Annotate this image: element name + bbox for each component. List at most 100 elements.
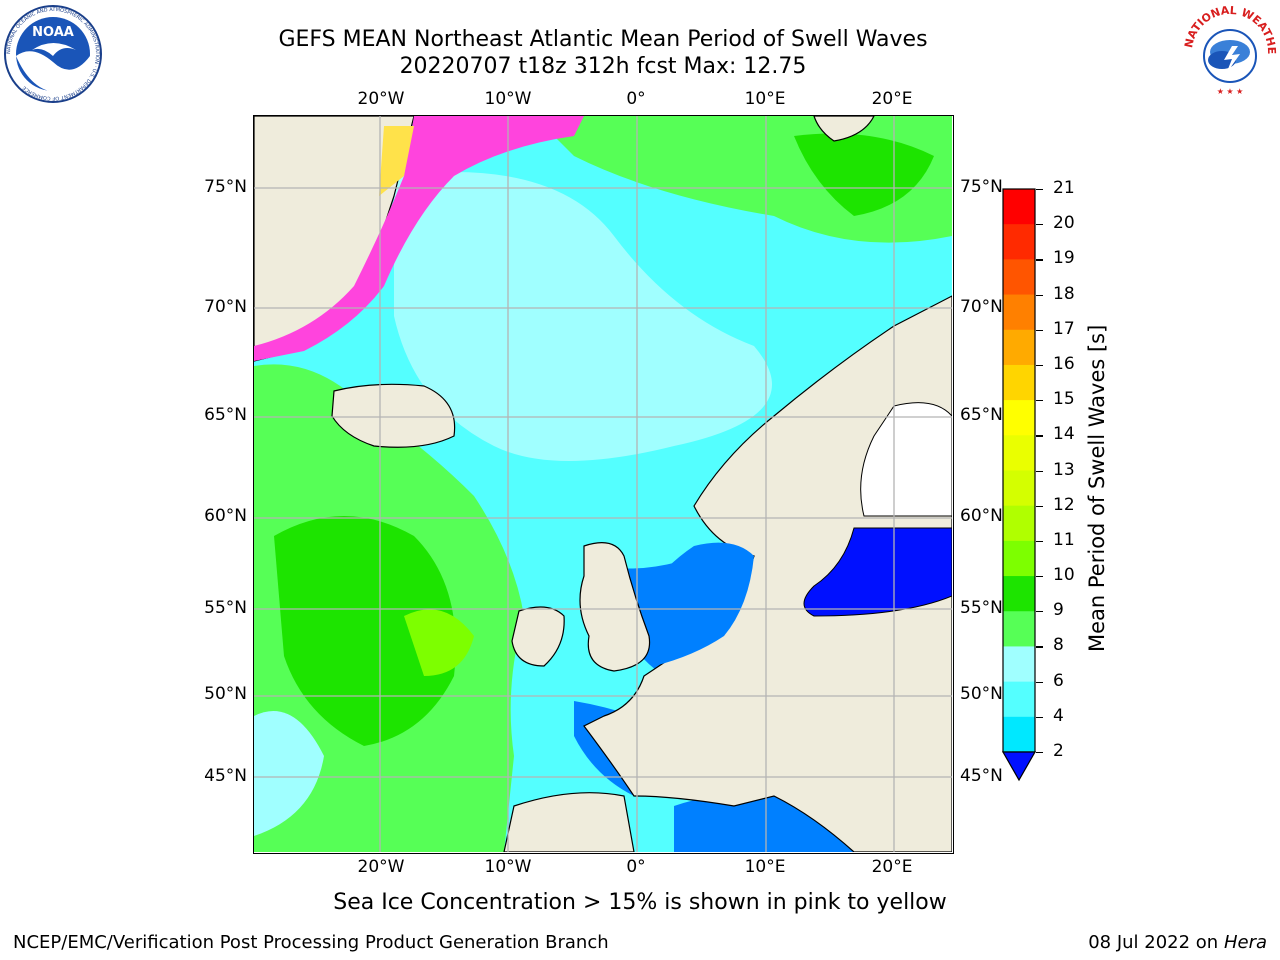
colorbar-tick-mark	[1036, 435, 1043, 437]
colorbar-tick-label: 17	[1053, 318, 1075, 339]
land-iceland	[331, 383, 456, 448]
colorbar-tick-mark	[1036, 470, 1043, 472]
lat-label-right-60n: 60°N	[960, 506, 1003, 526]
colorbar-tick-label: 4	[1053, 705, 1064, 726]
run-date-text: 08 Jul 2022 on	[1088, 932, 1219, 953]
colorbar-segment	[1003, 716, 1035, 753]
colorbar-segment	[1003, 259, 1035, 296]
colorbar-tick-label: 15	[1053, 389, 1075, 410]
colorbar-tick-mark	[1036, 364, 1043, 367]
colorbar-label: Mean Period of Swell Waves [s]	[1085, 324, 1109, 652]
lon-label-top-20w: 20°W	[357, 89, 405, 109]
land-svalbard	[813, 116, 875, 142]
land-ireland	[511, 606, 565, 667]
colorbar-tick-label: 2	[1053, 741, 1064, 761]
colorbar-tick-label: 11	[1053, 529, 1075, 550]
lat-label-left-50n: 50°N	[204, 684, 247, 704]
credit-text: NCEP/EMC/Verification Post Processing Pr…	[13, 932, 609, 953]
svg-text:NOAA: NOAA	[32, 25, 74, 40]
colorbar-extend-triangle	[1001, 751, 1037, 782]
colorbar-tick-mark	[1036, 329, 1043, 331]
colorbar-segment	[1003, 435, 1035, 471]
colorbar-tick-mark	[1036, 681, 1043, 683]
colorbar-tick-mark	[1036, 505, 1043, 507]
lat-label-left-75n: 75°N	[204, 177, 247, 197]
colorbar-segment	[1003, 364, 1035, 401]
lat-label-left-65n: 65°N	[204, 405, 247, 425]
colorbar-segment	[1003, 329, 1035, 366]
colorbar-segment	[1003, 294, 1035, 331]
lon-label-top-10w: 10°W	[484, 89, 532, 109]
svg-text:★ ★ ★: ★ ★ ★	[1217, 87, 1244, 96]
swell-zone-10-11s-west	[274, 516, 456, 746]
map-title: GEFS MEAN Northeast Atlantic Mean Period…	[278, 27, 928, 52]
colorbar-segment	[1003, 400, 1035, 436]
colorbar-tick-label: 8	[1053, 635, 1064, 656]
lon-label-bottom-20e: 20°E	[871, 857, 913, 877]
colorbar-tick-label: 12	[1053, 494, 1075, 515]
colorbar-segment	[1003, 505, 1035, 542]
colorbar	[1001, 188, 1037, 782]
sea-ice-greenland	[254, 116, 584, 361]
north-sea	[642, 542, 754, 666]
lon-label-top-0: 0°	[626, 89, 646, 109]
swell-zone-8-9s	[394, 172, 772, 461]
colorbar-segment	[1003, 681, 1035, 718]
colorbar-tick-mark	[1036, 576, 1043, 578]
lat-label-right-55n: 55°N	[960, 598, 1003, 618]
colorbar-segment	[1003, 646, 1035, 683]
colorbar-tick-label: 21	[1053, 178, 1075, 198]
colorbar-tick-mark	[1036, 611, 1043, 613]
lat-label-right-65n: 65°N	[960, 405, 1003, 425]
lat-label-right-45n: 45°N	[960, 766, 1003, 786]
swell-period-map	[254, 116, 952, 852]
lat-label-right-75n: 75°N	[960, 177, 1003, 197]
lon-label-bottom-10e: 10°E	[744, 857, 786, 877]
colorbar-tick-mark	[1036, 752, 1043, 754]
land-iberia	[503, 792, 635, 852]
swell-zone-8-9s-sw	[254, 711, 324, 836]
lon-label-bottom-0: 0°	[626, 857, 646, 877]
machine-name: Hera	[1223, 932, 1267, 953]
noaa-logo: NOAA NATIONAL OCEANIC AND ATMOSPHERIC AD…	[4, 5, 102, 103]
nws-logo: NATIONAL WEATHER SERVICE ★ ★ ★	[1180, 2, 1278, 100]
colorbar-tick-label: 18	[1053, 283, 1075, 304]
lon-label-bottom-20w: 20°W	[357, 857, 405, 877]
colorbar-tick-mark	[1036, 716, 1043, 718]
sea-ice-yellow	[379, 126, 414, 196]
colorbar-tick-label: 14	[1053, 424, 1075, 445]
map-panel	[253, 115, 954, 854]
lon-label-bottom-10w: 10°W	[484, 857, 532, 877]
graticule	[254, 116, 952, 852]
colorbar-segment	[1003, 224, 1035, 260]
sea-ice-note: Sea Ice Concentration > 15% is shown in …	[333, 890, 947, 915]
colorbar-tick-mark	[1036, 189, 1043, 191]
lat-label-right-70n: 70°N	[960, 297, 1003, 317]
colorbar-tick-label: 20	[1053, 213, 1075, 234]
colorbar-tick-mark	[1036, 294, 1043, 296]
colorbar-tick-label: 9	[1053, 600, 1064, 621]
colorbar-tick-label: 6	[1053, 670, 1064, 691]
colorbar-tick-mark	[1036, 224, 1043, 226]
colorbar-segment	[1003, 540, 1035, 577]
colorbar-tick-mark	[1036, 646, 1043, 648]
gulf-of-bothnia	[860, 402, 952, 517]
colorbar-segment	[1003, 189, 1035, 225]
colorbar-tick-mark	[1036, 259, 1043, 261]
lat-label-left-55n: 55°N	[204, 598, 247, 618]
swell-zone-10-11s-north	[794, 133, 934, 216]
colorbar-segment	[1003, 611, 1035, 647]
baltic-sea	[803, 527, 952, 617]
lat-label-left-45n: 45°N	[204, 766, 247, 786]
colorbar-tick-label: 10	[1053, 565, 1075, 586]
colorbar-segment	[1003, 576, 1035, 612]
lat-label-left-60n: 60°N	[204, 506, 247, 526]
lat-label-right-50n: 50°N	[960, 684, 1003, 704]
lat-label-left-70n: 70°N	[204, 297, 247, 317]
colorbar-segment	[1003, 470, 1035, 507]
swell-zone-11-12s	[404, 609, 474, 676]
colorbar-tick-label: 16	[1053, 353, 1075, 374]
colorbar-tick-mark	[1036, 400, 1043, 402]
lon-label-top-10e: 10°E	[744, 89, 786, 109]
land-great-britain	[579, 542, 651, 672]
